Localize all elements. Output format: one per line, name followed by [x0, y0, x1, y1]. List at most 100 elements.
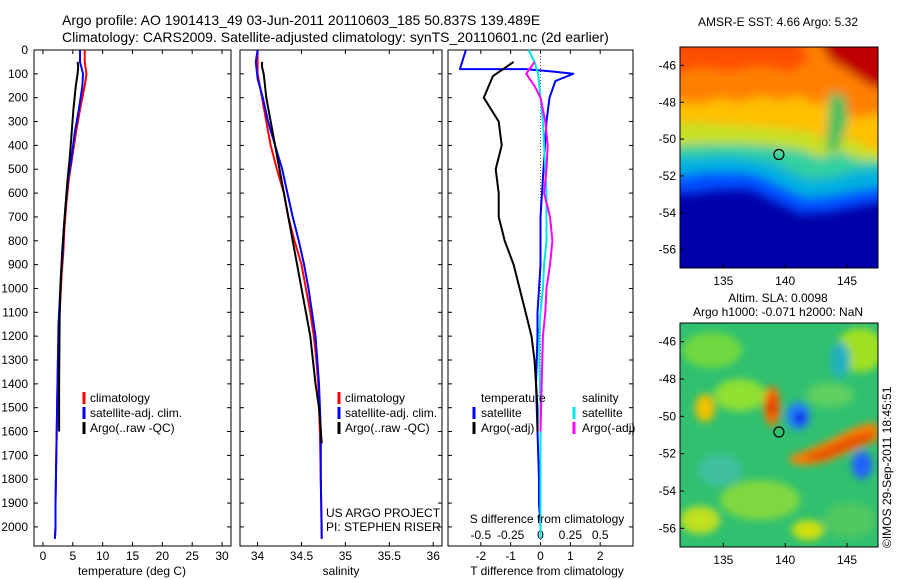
temperature-x-axis: 0 5 10 15 20 25 30 — [40, 50, 229, 563]
legend-label-satellite: satellite-adj. clim. — [90, 406, 182, 420]
sla-map-axes: 135 140 145 -46 -48 -50 -52 -54 -56 — [659, 335, 858, 567]
lat-tick-label: -54 — [659, 206, 677, 220]
lat-tick-label: -46 — [659, 58, 677, 72]
lat-tick-label: -52 — [659, 169, 677, 183]
series-line-satellite-adj-clim — [53, 50, 84, 539]
x-tick-label: 1 — [567, 549, 574, 563]
t-difference-x-label: T difference from climatology — [470, 564, 624, 578]
salinity-legend: climatology satellite-adj. clim. Argo(..… — [337, 391, 437, 435]
s-tick-label: 0.25 — [559, 528, 583, 542]
argo-float-marker — [773, 426, 785, 438]
legend-title-temperature: temperature — [481, 391, 546, 405]
x-tick-label: -2 — [475, 549, 486, 563]
depth-tick-label: 1700 — [1, 448, 28, 462]
s-tick-label: -0.5 — [470, 528, 491, 542]
lon-tick-label: 145 — [837, 553, 857, 567]
x-tick-label: 35 — [339, 549, 353, 563]
temperature-axes — [33, 49, 232, 547]
x-tick-label: 2 — [597, 549, 604, 563]
x-tick-label: 36 — [427, 549, 441, 563]
argo-float-marker — [773, 148, 785, 161]
project-credit: US ARGO PROJECT — [326, 506, 441, 520]
series-line-climatology — [256, 50, 323, 539]
depth-tick-label: 1300 — [1, 353, 28, 367]
depth-tick-label: 1800 — [1, 472, 28, 486]
depth-tick-label: 600 — [8, 186, 28, 200]
depth-tick-label: 1200 — [1, 329, 28, 343]
difference-series — [458, 49, 575, 539]
sst-map-title: AMSR-E SST: 4.66 Argo: 5.32 — [698, 15, 858, 29]
plot-title-line-2: Climatology: CARS2009. Satellite-adjuste… — [62, 29, 609, 45]
difference-legend: temperature salinity satellite satellite… — [472, 391, 635, 435]
temperature-legend: climatology satellite-adj. clim. Argo(..… — [82, 391, 182, 435]
x-tick-label: 10 — [96, 549, 110, 563]
x-tick-label: 0 — [40, 549, 47, 563]
lon-tick-label: 140 — [775, 274, 795, 288]
lat-tick-label: -56 — [659, 521, 677, 535]
legend-label-t-satellite: satellite — [481, 406, 522, 420]
x-tick-label: 20 — [156, 549, 170, 563]
lat-tick-label: -54 — [659, 484, 677, 498]
x-tick-label: 25 — [186, 549, 200, 563]
depth-tick-label: 0 — [21, 43, 28, 57]
series-line-argo-raw-qc — [261, 61, 323, 444]
temperature-series — [53, 50, 88, 539]
depth-tick-label: 500 — [8, 162, 28, 176]
lon-tick-label: 135 — [713, 553, 733, 567]
lon-tick-label: 140 — [775, 553, 795, 567]
x-tick-label: 15 — [126, 549, 140, 563]
lon-tick-label: 135 — [713, 274, 733, 288]
x-tick-label: 34 — [251, 549, 265, 563]
series-line-satellite — [458, 49, 575, 539]
salinity-series — [254, 49, 323, 539]
series-line-satellite — [527, 49, 548, 539]
depth-tick-label: 700 — [8, 210, 28, 224]
legend-label-s-satellite: satellite — [582, 406, 623, 420]
imos-timestamp: ©IMOS 29-Sep-2011 18:45:51 — [880, 386, 894, 548]
pi-credit: PI: STEPHEN RISER — [326, 520, 441, 534]
depth-tick-label: 900 — [8, 258, 28, 272]
depth-tick-label: 1100 — [2, 305, 28, 319]
lat-tick-label: -50 — [659, 409, 677, 423]
lat-tick-label: -50 — [659, 132, 677, 146]
series-line-argo-raw-qc — [58, 61, 80, 432]
salinity-x-axis: 34 34.5 35 35.5 36 — [251, 50, 440, 563]
salinity-axes — [239, 49, 443, 547]
series-line-argo-adj — [525, 61, 554, 432]
legend-title-salinity: salinity — [582, 391, 619, 405]
legend-label-climatology: climatology — [90, 391, 150, 405]
legend-label-climatology: climatology — [345, 391, 405, 405]
lat-tick-label: -56 — [659, 243, 677, 257]
sst-map-frame — [679, 46, 879, 269]
difference-x-axis: -2 -1 0 1 2-0.5 -0.25 0 0.25 0.5 — [470, 50, 609, 563]
x-tick-label: 5 — [69, 549, 76, 563]
depth-tick-label: 400 — [8, 138, 28, 152]
sla-heatmap — [680, 323, 878, 547]
legend-label-satellite: satellite-adj. clim. — [345, 406, 437, 420]
lat-tick-label: -46 — [659, 335, 677, 349]
depth-tick-label: 1000 — [1, 281, 28, 295]
x-tick-label: 35.5 — [378, 549, 402, 563]
x-tick-label: -1 — [505, 549, 516, 563]
x-tick-label: 34.5 — [290, 549, 314, 563]
sst-map-axes: 135 140 145 -46 -48 -50 -52 -54 -56 — [659, 58, 858, 288]
s-tick-label: -0.25 — [497, 528, 525, 542]
depth-tick-label: 200 — [8, 91, 28, 105]
s-difference-x-label: S difference from climatology — [470, 512, 625, 526]
legend-label-s-argo: Argo(-adj) — [582, 421, 635, 435]
series-line-argo-adj — [482, 61, 539, 432]
sla-map-title: Altim. SLA: 0.0098 — [728, 291, 828, 305]
depth-tick-label: 1600 — [1, 425, 28, 439]
legend-label-argo: Argo(..raw -QC) — [90, 421, 175, 435]
series-line-satellite-adj-clim — [254, 49, 323, 539]
depth-tick-label: 1500 — [1, 401, 28, 415]
depth-tick-label: 2000 — [1, 520, 28, 534]
x-tick-label: 30 — [215, 549, 229, 563]
depth-tick-label: 1900 — [1, 496, 28, 510]
depth-tick-label: 1400 — [1, 377, 28, 391]
x-tick-label: 0 — [537, 549, 544, 563]
depth-tick-label: 100 — [8, 67, 28, 81]
lat-tick-label: -48 — [659, 95, 677, 109]
lat-tick-label: -52 — [659, 447, 677, 461]
s-tick-label: 0.5 — [592, 528, 609, 542]
